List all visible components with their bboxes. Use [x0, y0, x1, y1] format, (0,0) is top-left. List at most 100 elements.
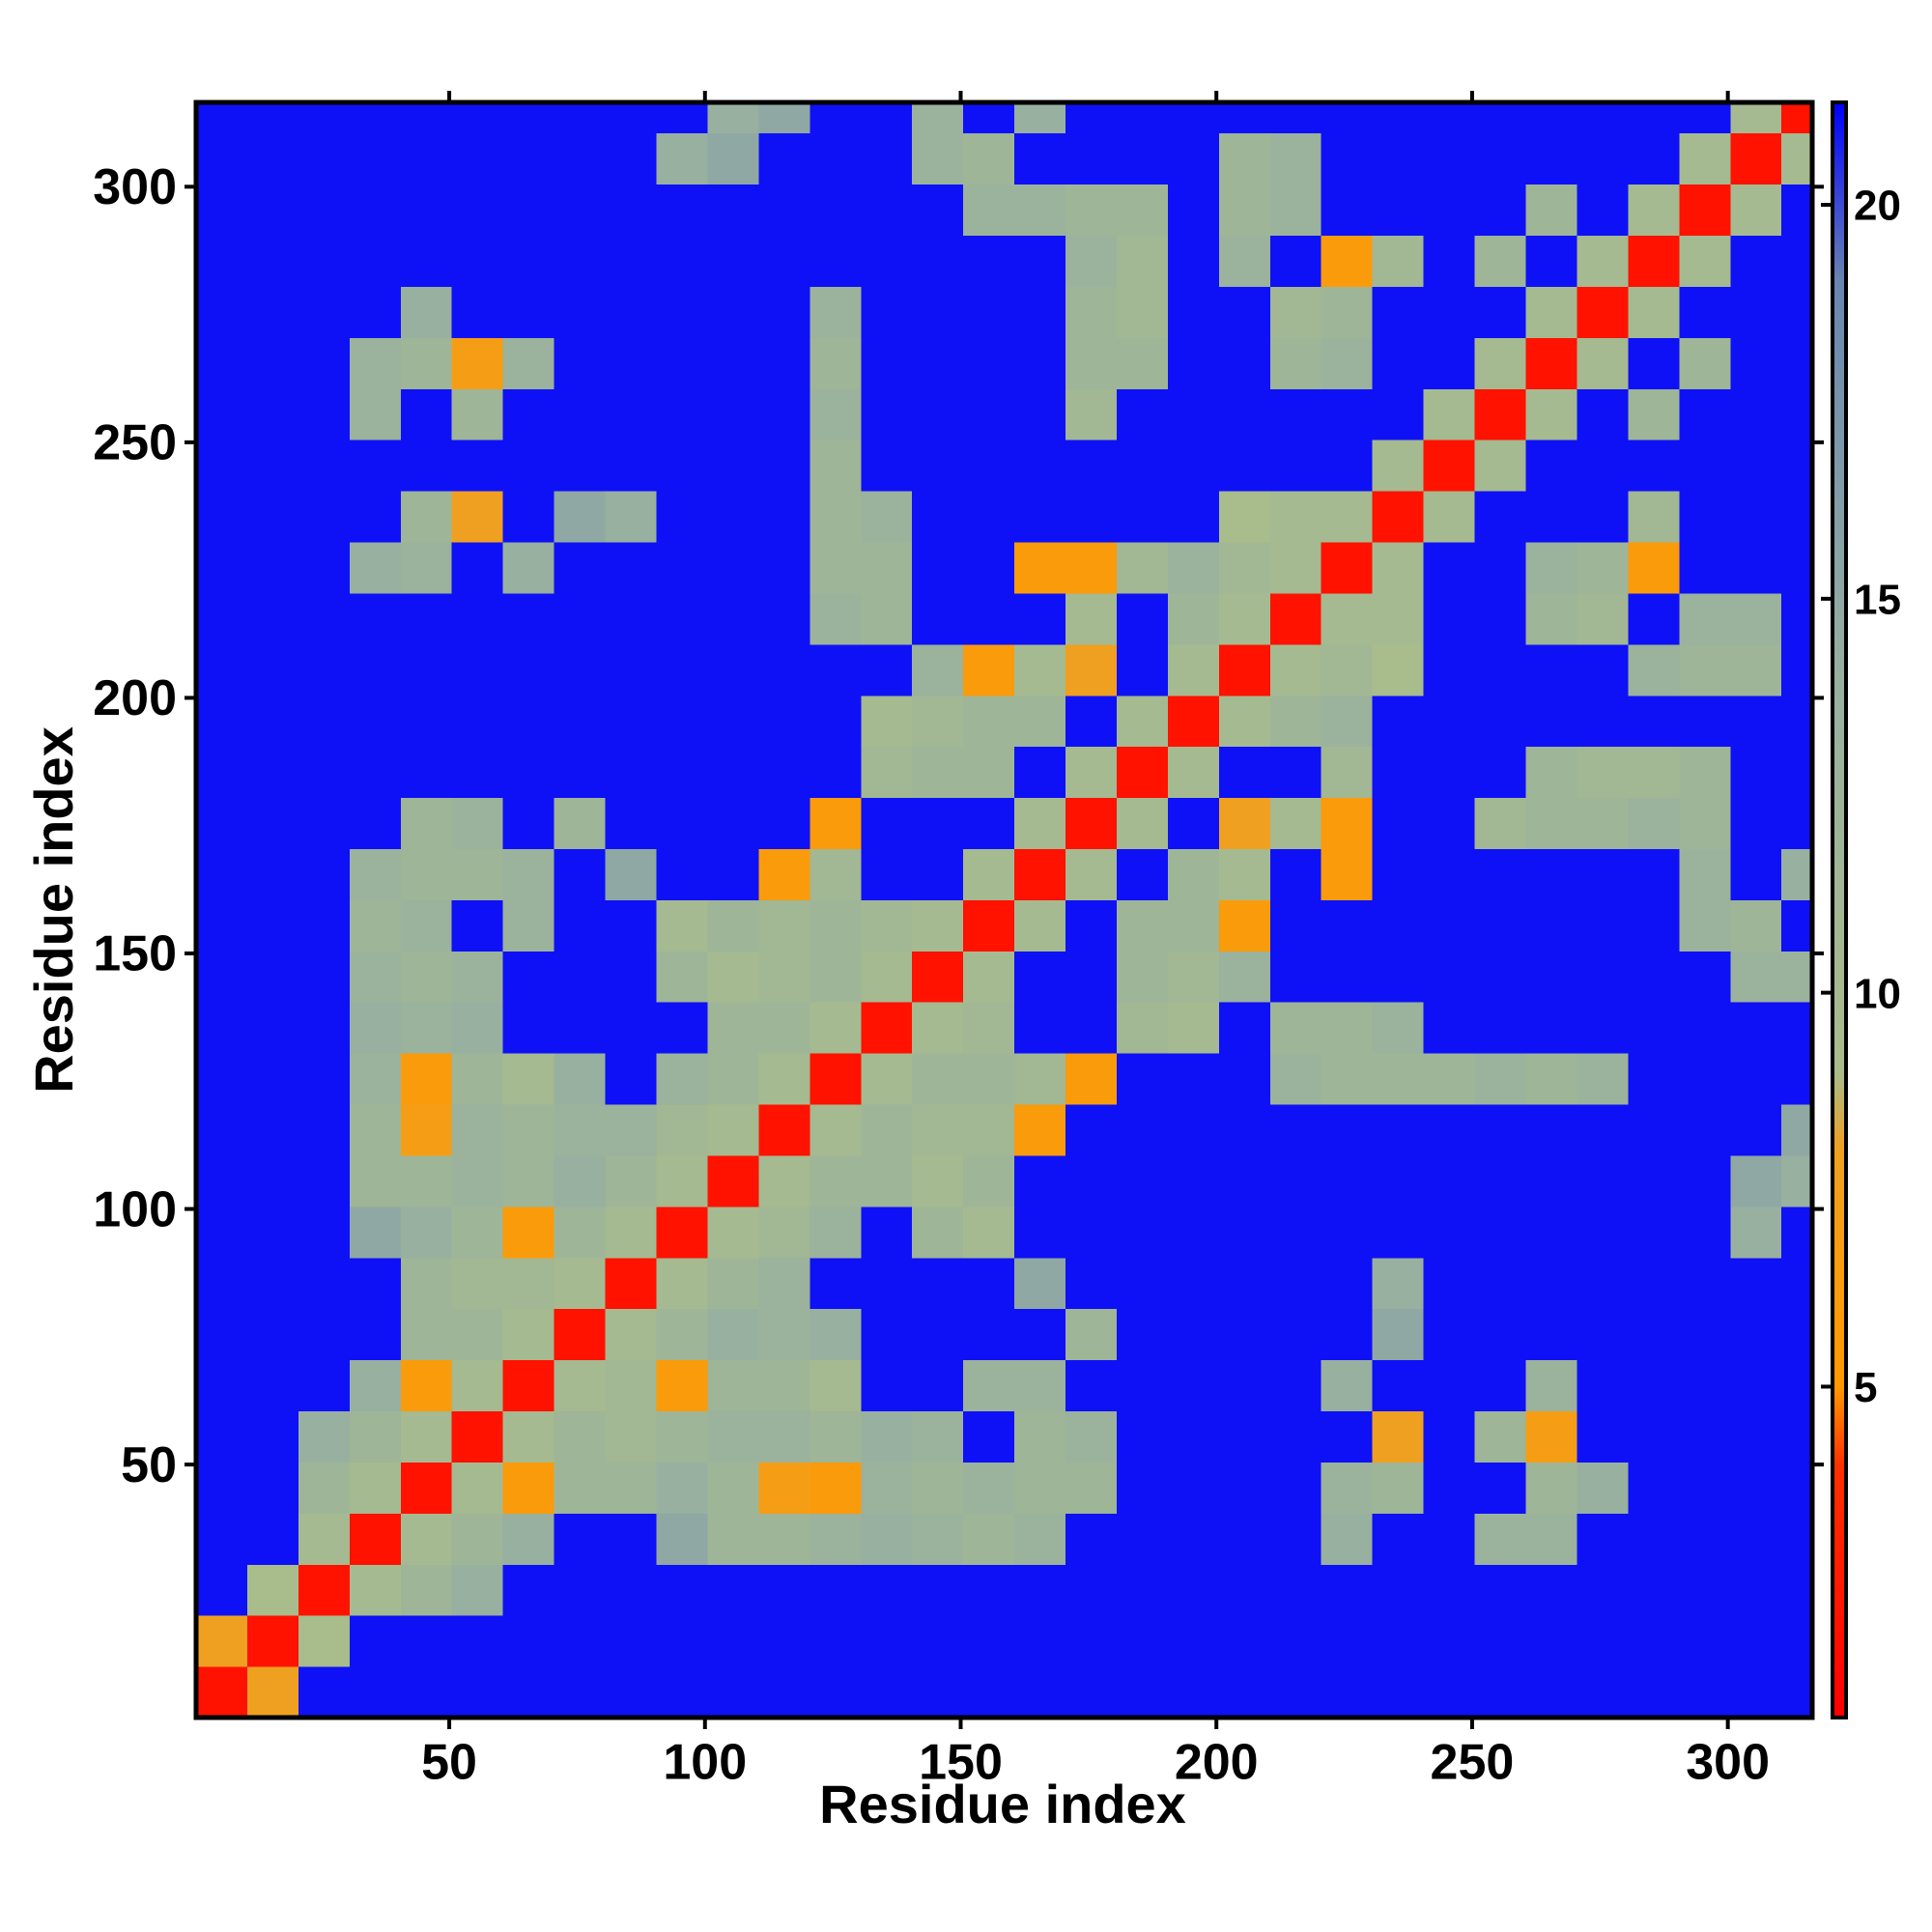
x-tick-label: 50: [421, 1735, 477, 1791]
heatmap-cell: [298, 1564, 351, 1616]
heatmap-cell: [758, 951, 810, 1003]
heatmap-cell: [1781, 1564, 1813, 1616]
heatmap-cell: [810, 1104, 862, 1156]
heatmap-cell: [1423, 746, 1476, 799]
heatmap-cell: [298, 102, 351, 134]
heatmap-cell: [1474, 337, 1527, 389]
heatmap-cell: [349, 1513, 402, 1565]
heatmap-cell: [400, 1104, 453, 1156]
heatmap-cell: [1628, 848, 1680, 900]
heatmap-cell: [810, 184, 862, 237]
x-tick-label: 200: [1175, 1735, 1259, 1791]
heatmap-cell: [861, 1462, 913, 1514]
heatmap-cell: [1781, 746, 1813, 799]
heatmap-cell: [758, 797, 810, 850]
heatmap-cell: [810, 1615, 862, 1667]
heatmap-cell: [1218, 1666, 1271, 1719]
heatmap-cell: [1577, 286, 1629, 338]
heatmap-cell: [963, 899, 1015, 952]
heatmap-cell: [758, 1053, 810, 1105]
heatmap-cell: [1269, 899, 1322, 952]
heatmap-cell: [196, 695, 248, 748]
heatmap-cell: [1474, 695, 1527, 748]
heatmap-cell: [1116, 746, 1169, 799]
heatmap-cell: [605, 102, 657, 134]
heatmap-cell: [707, 1002, 759, 1054]
heatmap-cell: [656, 746, 708, 799]
heatmap-cell: [1218, 797, 1271, 850]
heatmap-cell: [1679, 746, 1731, 799]
heatmap-cell: [1781, 132, 1813, 185]
heatmap-cell: [1628, 337, 1680, 389]
heatmap-cell: [656, 1666, 708, 1719]
heatmap-cell: [810, 848, 862, 900]
heatmap-cell: [912, 797, 964, 850]
heatmap-cell: [349, 337, 402, 389]
heatmap-cell: [605, 1257, 657, 1310]
heatmap-cell: [196, 184, 248, 237]
heatmap-cell: [912, 848, 964, 900]
heatmap-cell: [656, 592, 708, 645]
heatmap-cell: [400, 286, 453, 338]
heatmap-cell: [1116, 899, 1169, 952]
heatmap-cell: [554, 542, 607, 594]
heatmap-cell: [707, 797, 759, 850]
heatmap-cell: [1679, 542, 1731, 594]
heatmap-cell: [1065, 592, 1118, 645]
heatmap-cell: [554, 1666, 607, 1719]
heatmap-cell: [810, 102, 862, 134]
heatmap-cell: [707, 592, 759, 645]
heatmap-cell: [1474, 388, 1527, 440]
heatmap-cell: [1525, 797, 1577, 850]
heatmap-cell: [605, 337, 657, 389]
heatmap-cell: [1321, 1053, 1374, 1105]
heatmap-cell: [1167, 899, 1220, 952]
heatmap-cell: [502, 695, 555, 748]
colorbar-tick-label: 5: [1854, 1364, 1877, 1411]
heatmap-cell: [1014, 1666, 1066, 1719]
heatmap-cell: [1423, 235, 1476, 287]
heatmap-cell: [1269, 1308, 1322, 1361]
heatmap-cell: [1577, 184, 1629, 237]
heatmap-cell: [1372, 388, 1425, 440]
heatmap-cell: [912, 102, 964, 134]
heatmap-cell: [605, 440, 657, 492]
heatmap-cell: [349, 440, 402, 492]
heatmap-cell: [1116, 1666, 1169, 1719]
heatmap-cell: [861, 695, 913, 748]
heatmap-cell: [1628, 1104, 1680, 1156]
heatmap-cell: [400, 1564, 453, 1616]
heatmap-cell: [707, 1308, 759, 1361]
heatmap-cell: [963, 695, 1015, 748]
heatmap-cell: [1321, 746, 1374, 799]
heatmap-cell: [1014, 102, 1066, 134]
heatmap-cell: [1423, 797, 1476, 850]
heatmap-cell: [1321, 1002, 1374, 1054]
heatmap-cell: [1781, 1206, 1813, 1259]
heatmap-cell: [554, 1564, 607, 1616]
heatmap-cell: [1372, 102, 1425, 134]
heatmap-cell: [1679, 1359, 1731, 1412]
heatmap-cell: [1781, 1666, 1813, 1719]
heatmap-cell: [1525, 1666, 1577, 1719]
heatmap-cell: [1218, 542, 1271, 594]
heatmap-cell: [605, 797, 657, 850]
heatmap-cell: [196, 286, 248, 338]
heatmap-cell: [912, 1206, 964, 1259]
heatmap-cell: [1730, 848, 1782, 900]
heatmap-cell: [400, 592, 453, 645]
heatmap-cell: [1116, 695, 1169, 748]
heatmap-cell: [810, 1002, 862, 1054]
y-tick-label: 300: [93, 159, 177, 215]
heatmap-cell: [1372, 1410, 1425, 1463]
heatmap-cell: [861, 797, 913, 850]
heatmap-cell: [1577, 592, 1629, 645]
heatmap-cell: [1218, 132, 1271, 185]
heatmap-cell: [707, 1053, 759, 1105]
heatmap-cell: [707, 184, 759, 237]
heatmap-cell: [1014, 899, 1066, 952]
heatmap-cell: [1116, 102, 1169, 134]
heatmap-cell: [1372, 899, 1425, 952]
heatmap-cell: [861, 848, 913, 900]
heatmap-cell: [349, 1154, 402, 1208]
